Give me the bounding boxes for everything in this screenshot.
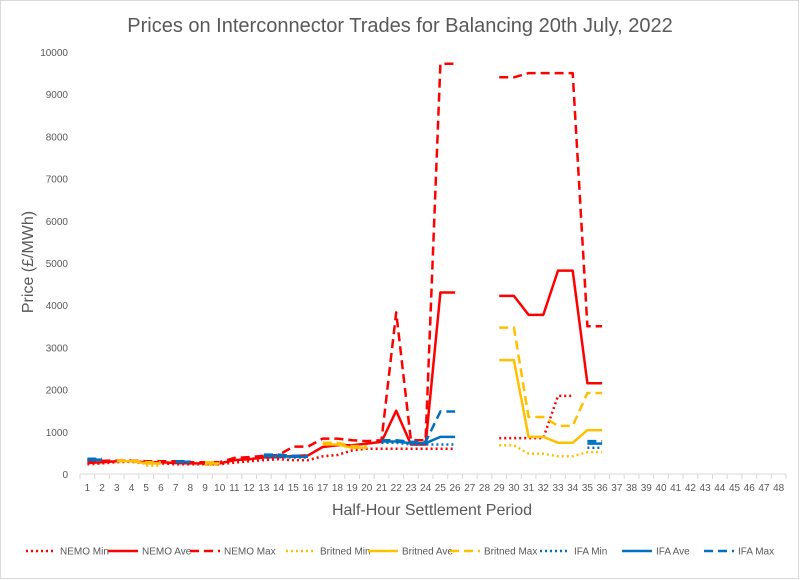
y-tick-label: 0	[62, 470, 68, 481]
x-tick-label: 16	[302, 483, 314, 494]
x-tick-label: 45	[729, 483, 741, 494]
legend-label: Britned Max	[484, 547, 537, 558]
x-tick-label: 29	[494, 483, 506, 494]
x-tick-label: 4	[129, 483, 135, 494]
y-tick-label: 9000	[46, 90, 69, 101]
y-tick-label: 7000	[46, 175, 69, 186]
x-tick-label: 13	[258, 483, 270, 494]
x-tick-label: 17	[317, 483, 329, 494]
x-tick-label: 48	[773, 483, 785, 494]
legend-label: IFA Min	[574, 547, 607, 558]
x-tick-label: 14	[273, 483, 285, 494]
y-tick-label: 5000	[46, 259, 69, 270]
series-line-britned-ave	[499, 358, 603, 445]
y-tick-label: 8000	[46, 132, 69, 143]
x-tick-label: 36	[597, 483, 609, 494]
x-tick-label: 18	[332, 483, 344, 494]
x-tick-label: 27	[464, 483, 476, 494]
legend-label: NEMO Min	[60, 547, 109, 558]
x-tick-label: 42	[685, 483, 697, 494]
series-line-ifa-min	[381, 441, 456, 446]
x-tick-label: 38	[626, 483, 638, 494]
x-tick-label: 26	[450, 483, 462, 494]
x-tick-label: 24	[420, 483, 432, 494]
x-tick-label: 22	[391, 483, 403, 494]
x-tick-label: 47	[758, 483, 770, 494]
x-tick-label: 25	[435, 483, 447, 494]
y-tick-label: 6000	[46, 217, 69, 228]
x-tick-label: 34	[567, 483, 579, 494]
x-tick-label: 3	[114, 483, 120, 494]
x-tick-label: 5	[143, 483, 149, 494]
series-line-nemo-ave	[87, 291, 456, 465]
series-line-britned-max	[116, 459, 161, 464]
x-tick-label: 10	[214, 483, 226, 494]
x-tick-label: 21	[376, 483, 388, 494]
series-line-nemo-max	[499, 71, 603, 328]
legend-label: IFA Max	[738, 547, 774, 558]
series-line-ifa-max	[381, 410, 456, 444]
x-tick-label: 37	[611, 483, 623, 494]
x-tick-label: 39	[641, 483, 653, 494]
series-line-ifa-max	[263, 453, 308, 458]
legend-label: Britned Ave	[402, 547, 453, 558]
x-tick-label: 20	[361, 483, 373, 494]
series-line-nemo-ave	[499, 269, 603, 385]
x-tick-label: 6	[158, 483, 164, 494]
x-tick-label: 28	[479, 483, 491, 494]
x-tick-label: 40	[655, 483, 667, 494]
series-line-britned-max	[322, 441, 367, 448]
x-tick-label: 15	[288, 483, 300, 494]
y-tick-label: 3000	[46, 343, 69, 354]
series-line-nemo-max	[87, 62, 456, 464]
x-tick-label: 2	[99, 483, 105, 494]
legend: NEMO Min NEMO Ave NEMO Max Britned Min Britn…	[26, 547, 774, 558]
legend-label: IFA Ave	[656, 547, 690, 558]
y-tick-label: 2000	[46, 386, 69, 397]
x-tick-label: 1	[85, 483, 91, 494]
x-tick-label: 33	[552, 483, 564, 494]
x-tick-label: 23	[405, 483, 417, 494]
series-line-britned-max	[499, 326, 603, 428]
legend-label: NEMO Ave	[142, 547, 192, 558]
y-tick-label: 10000	[40, 48, 68, 59]
x-tick-label: 46	[744, 483, 756, 494]
y-tick-label: 1000	[46, 428, 69, 439]
x-tick-label: 7	[173, 483, 179, 494]
x-tick-label: 31	[523, 483, 535, 494]
x-tick-label: 9	[202, 483, 208, 494]
series-line-britned-min	[499, 444, 603, 458]
x-tick-label: 8	[188, 483, 194, 494]
x-tick-label: 32	[538, 483, 550, 494]
legend-label: NEMO Max	[224, 547, 276, 558]
x-tick-label: 35	[582, 483, 594, 494]
x-tick-label: 43	[700, 483, 712, 494]
plot-area: 0 1000 2000 3000 4000 5000 6000 7000 8000 9000 100…	[40, 48, 787, 494]
series-line-britned-ave	[322, 443, 367, 450]
series-line-ifa-ave	[381, 435, 456, 445]
y-tick-label: 4000	[46, 301, 69, 312]
x-tick-label: 11	[229, 483, 240, 494]
x-axis-title: Half-Hour Settlement Period	[332, 502, 532, 519]
x-tick-label: 41	[670, 483, 682, 494]
x-tick-label: 19	[347, 483, 359, 494]
chart-title: Prices on Interconnector Trades for Bala…	[127, 15, 673, 37]
legend-label: Britned Min	[320, 547, 371, 558]
x-tick-label: 30	[508, 483, 520, 494]
y-axis-title: Price (£/MWh)	[20, 211, 37, 313]
x-tick-label: 12	[244, 483, 256, 494]
x-tick-label: 44	[714, 483, 726, 494]
